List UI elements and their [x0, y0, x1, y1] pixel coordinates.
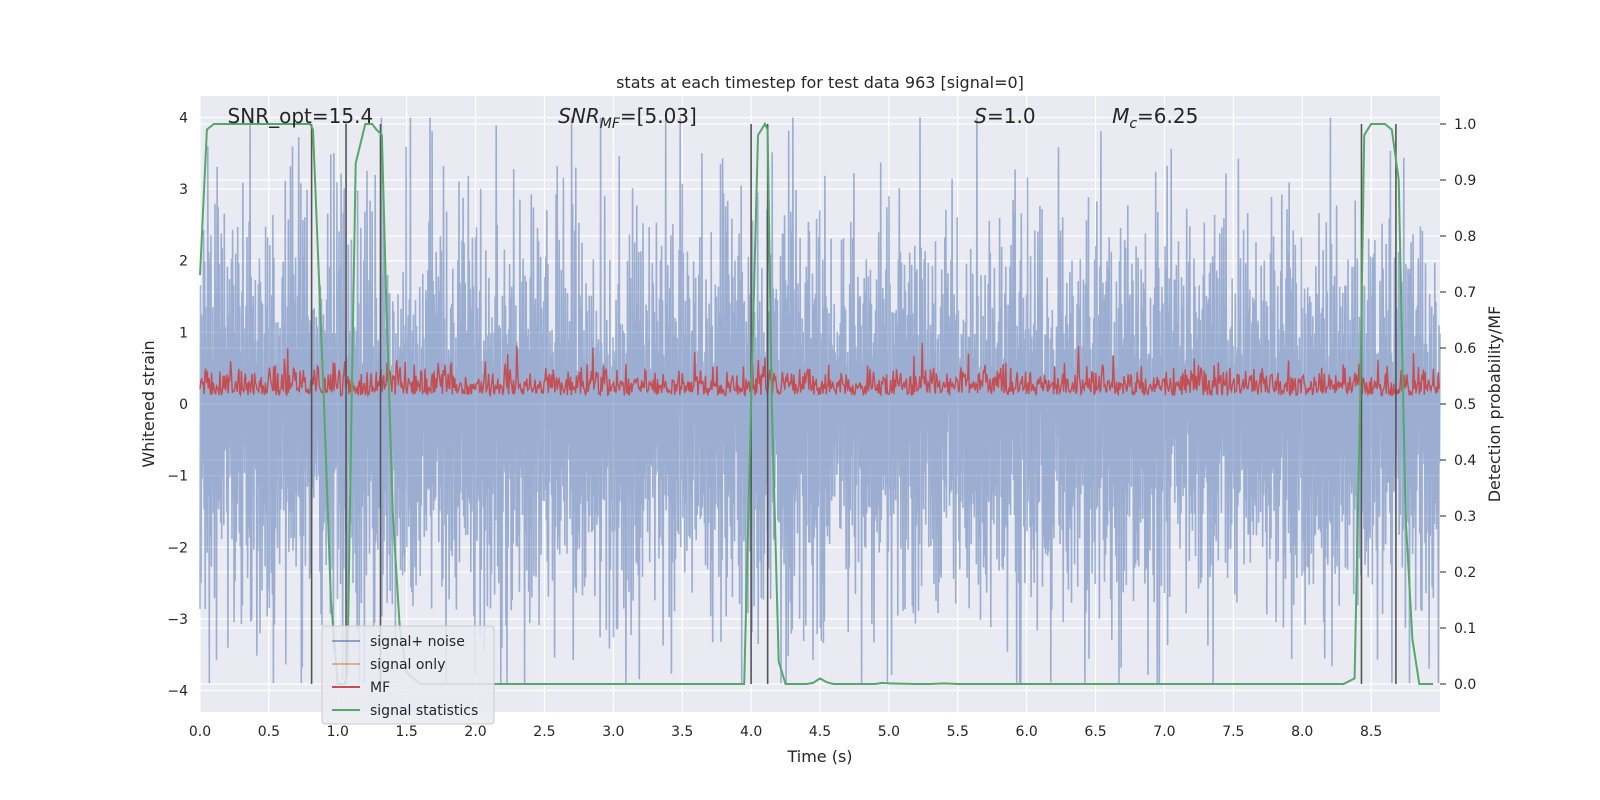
signal-noise-line — [199, 117, 1441, 684]
x-tick-label: 7.0 — [1153, 724, 1175, 740]
y2-tick-label: 0.6 — [1454, 341, 1476, 357]
mc-annotation: Mc=6.25 — [1112, 104, 1198, 132]
x-axis-title: Time (s) — [786, 747, 852, 766]
stats-series — [199, 121, 1434, 685]
y2-tick-label: 0.2 — [1454, 565, 1476, 581]
x-tick-label: 0.5 — [258, 724, 280, 740]
y2-axis: 1.0 0.9 0.8 0.7 0.6 0.5 0.4 0.3 0.2 0.1 0.0 — [1440, 117, 1476, 693]
legend-label: MF — [370, 680, 390, 696]
y2-tick-label: 0.9 — [1454, 173, 1476, 189]
y2-tick-label: 0.8 — [1454, 229, 1476, 245]
legend-label: signal+ noise — [370, 634, 465, 650]
x-tick-label: 4.5 — [809, 724, 831, 740]
legend-label: signal only — [370, 657, 445, 673]
s-annotation: S=1.0 — [974, 104, 1035, 128]
x-tick-label: 4.0 — [740, 724, 762, 740]
x-tick-label: 5.5 — [947, 724, 969, 740]
x-tick-label: 0.0 — [189, 724, 211, 740]
x-tick-label: 6.5 — [1084, 724, 1106, 740]
y-axis: 4 3 2 1 0 −1 −2 −3 −4 — [167, 110, 188, 699]
signal-statistics-line — [199, 121, 1434, 685]
x-tick-label: 6.0 — [1016, 724, 1038, 740]
x-axis: 0.0 0.5 1.0 1.5 2.0 2.5 3.0 3.5 4.0 4.5 5.0 5.5 6.0 6… — [189, 724, 1382, 740]
x-tick-label: 8.5 — [1360, 724, 1382, 740]
x-tick-label: 1.5 — [396, 724, 418, 740]
y2-tick-label: 0.7 — [1454, 285, 1476, 301]
mf-line — [199, 342, 1441, 398]
y-tick-label: −1 — [167, 469, 188, 485]
x-tick-label: 3.0 — [602, 724, 624, 740]
legend-box — [321, 625, 495, 725]
snr-opt-annotation: SNR_opt=15.4 — [228, 104, 374, 128]
snr-mf-annotation: SNRMF=[5.03] — [558, 104, 697, 132]
mf-series — [199, 342, 1441, 398]
y-axis-title: Whitened strain — [139, 340, 158, 467]
y-tick-label: 0 — [179, 397, 188, 413]
x-tick-label: 8.0 — [1291, 724, 1313, 740]
y2-tick-label: 0.5 — [1454, 397, 1476, 413]
x-tick-label: 2.5 — [533, 724, 555, 740]
y-tick-label: −2 — [167, 540, 188, 556]
y2-axis-title: Detection probability/MF — [1485, 306, 1504, 503]
y-tick-label: 2 — [179, 254, 188, 270]
y2-tick-label: 0.1 — [1454, 621, 1476, 637]
x-tick-label: 7.5 — [1222, 724, 1244, 740]
annotations: SNR_opt=15.4 SNRMF=[5.03] S=1.0 Mc=6.25 — [228, 104, 1199, 132]
x-tick-label: 3.5 — [671, 724, 693, 740]
y-tick-label: −4 — [167, 684, 188, 700]
y2-tick-label: 0.3 — [1454, 509, 1476, 525]
noise-series — [199, 117, 1441, 684]
y2-tick-label: 0.0 — [1454, 677, 1476, 693]
x-tick-label: 2.0 — [464, 724, 486, 740]
y-tick-label: 4 — [179, 110, 188, 126]
chart-title: stats at each timestep for test data 963… — [616, 73, 1024, 92]
y2-tick-label: 1.0 — [1454, 117, 1476, 133]
legend-label: signal statistics — [370, 703, 478, 719]
y-tick-label: 1 — [179, 325, 188, 341]
y-tick-label: −3 — [167, 612, 188, 628]
x-tick-label: 5.0 — [878, 724, 900, 740]
x-tick-label: 1.0 — [327, 724, 349, 740]
legend: signal+ noise signal only MF signal statist… — [321, 625, 495, 725]
y-tick-label: 3 — [179, 182, 188, 198]
y2-tick-label: 0.4 — [1454, 453, 1476, 469]
